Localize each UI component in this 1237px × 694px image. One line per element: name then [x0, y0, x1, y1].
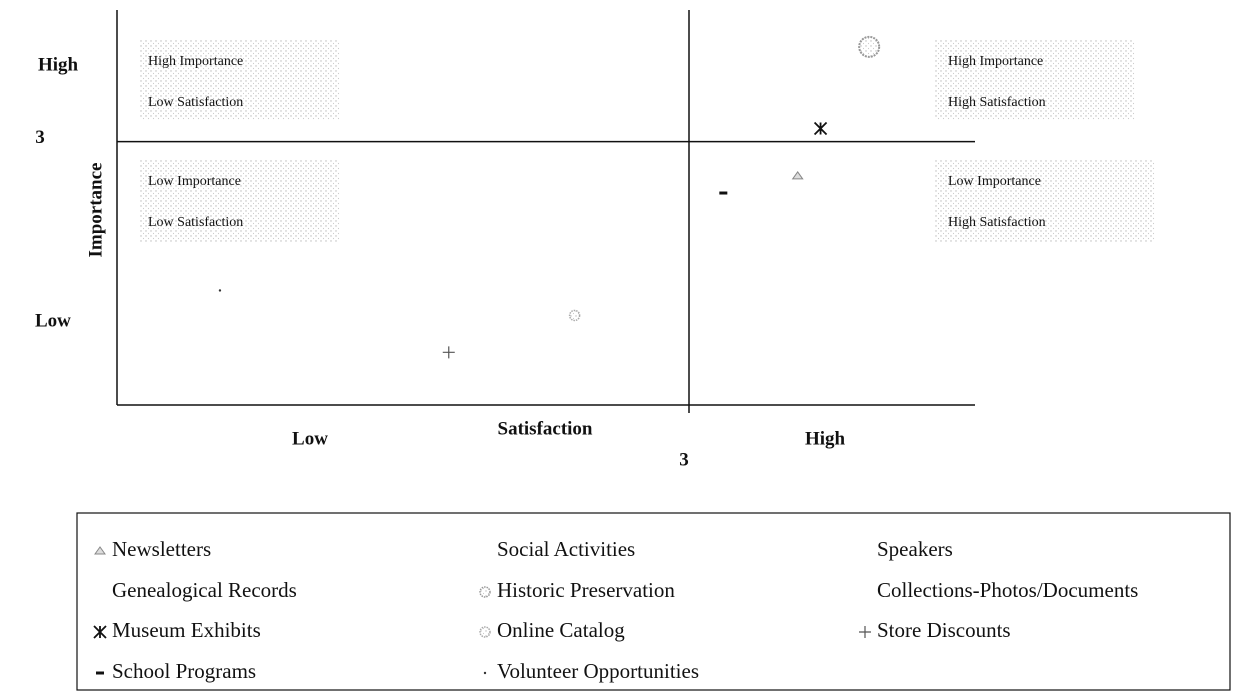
legend-label: Museum Exhibits — [112, 618, 261, 642]
quadrant-label: High Importance — [948, 54, 1043, 69]
y-end-label: High — [38, 54, 79, 75]
plus — [442, 346, 455, 359]
y-end-label: Low — [35, 310, 71, 331]
quadrant-label: Low Importance — [148, 174, 241, 189]
triangle — [94, 546, 106, 555]
dot — [218, 289, 222, 292]
marker — [94, 546, 106, 555]
marker — [442, 346, 455, 359]
quadrant-box — [140, 160, 340, 242]
marker — [479, 586, 491, 598]
dot — [483, 671, 487, 675]
marker — [813, 121, 828, 136]
quadrant-label: Low Satisfaction — [148, 95, 243, 110]
quadrant-label: High Importance — [148, 54, 243, 69]
dash — [719, 191, 728, 195]
marker — [479, 626, 491, 638]
y-axis-label: Importance — [85, 163, 106, 258]
legend-label: Historic Preservation — [497, 578, 675, 602]
quadrant-boxes — [140, 40, 1155, 242]
marker — [218, 289, 222, 292]
quadrant-box — [935, 160, 1155, 242]
asterisk — [93, 625, 107, 639]
legend-label: School Programs — [112, 659, 256, 683]
marker — [483, 671, 487, 675]
x-end-label: Low — [292, 428, 328, 449]
quadrant-box — [140, 40, 340, 120]
plus — [859, 626, 871, 638]
marker — [791, 171, 804, 180]
circle — [479, 626, 491, 638]
marker — [96, 671, 104, 675]
circle — [568, 309, 581, 322]
marker — [719, 191, 728, 195]
quadrant-box — [935, 40, 1135, 120]
marker — [568, 309, 581, 322]
legend-label: Newsletters — [112, 537, 211, 561]
marker — [93, 625, 107, 639]
y-tick-label: 3 — [35, 127, 45, 148]
marker — [859, 626, 871, 638]
triangle — [791, 171, 804, 180]
legend-label: Speakers — [877, 537, 953, 561]
legend-label: Online Catalog — [497, 618, 625, 642]
legend-label: Collections-Photos/Documents — [877, 578, 1138, 602]
quadrant-label: Low Satisfaction — [148, 215, 243, 230]
legend-label: Volunteer Opportunities — [497, 659, 699, 683]
dash — [96, 671, 104, 675]
legend-label: Store Discounts — [877, 618, 1011, 642]
asterisk — [813, 121, 828, 136]
x-axis-label: Satisfaction — [498, 418, 593, 439]
circle — [858, 35, 881, 58]
x-tick-label: 3 — [679, 449, 689, 470]
quadrant-label: High Satisfaction — [948, 215, 1046, 230]
legend-label: Genealogical Records — [112, 578, 297, 602]
marker — [858, 35, 881, 58]
circle — [479, 586, 491, 598]
legend-label: Social Activities — [497, 537, 635, 561]
legend-box — [76, 512, 1231, 691]
quadrant-label: High Satisfaction — [948, 95, 1046, 110]
quadrant-label: Low Importance — [948, 174, 1041, 189]
x-end-label: High — [805, 428, 846, 449]
